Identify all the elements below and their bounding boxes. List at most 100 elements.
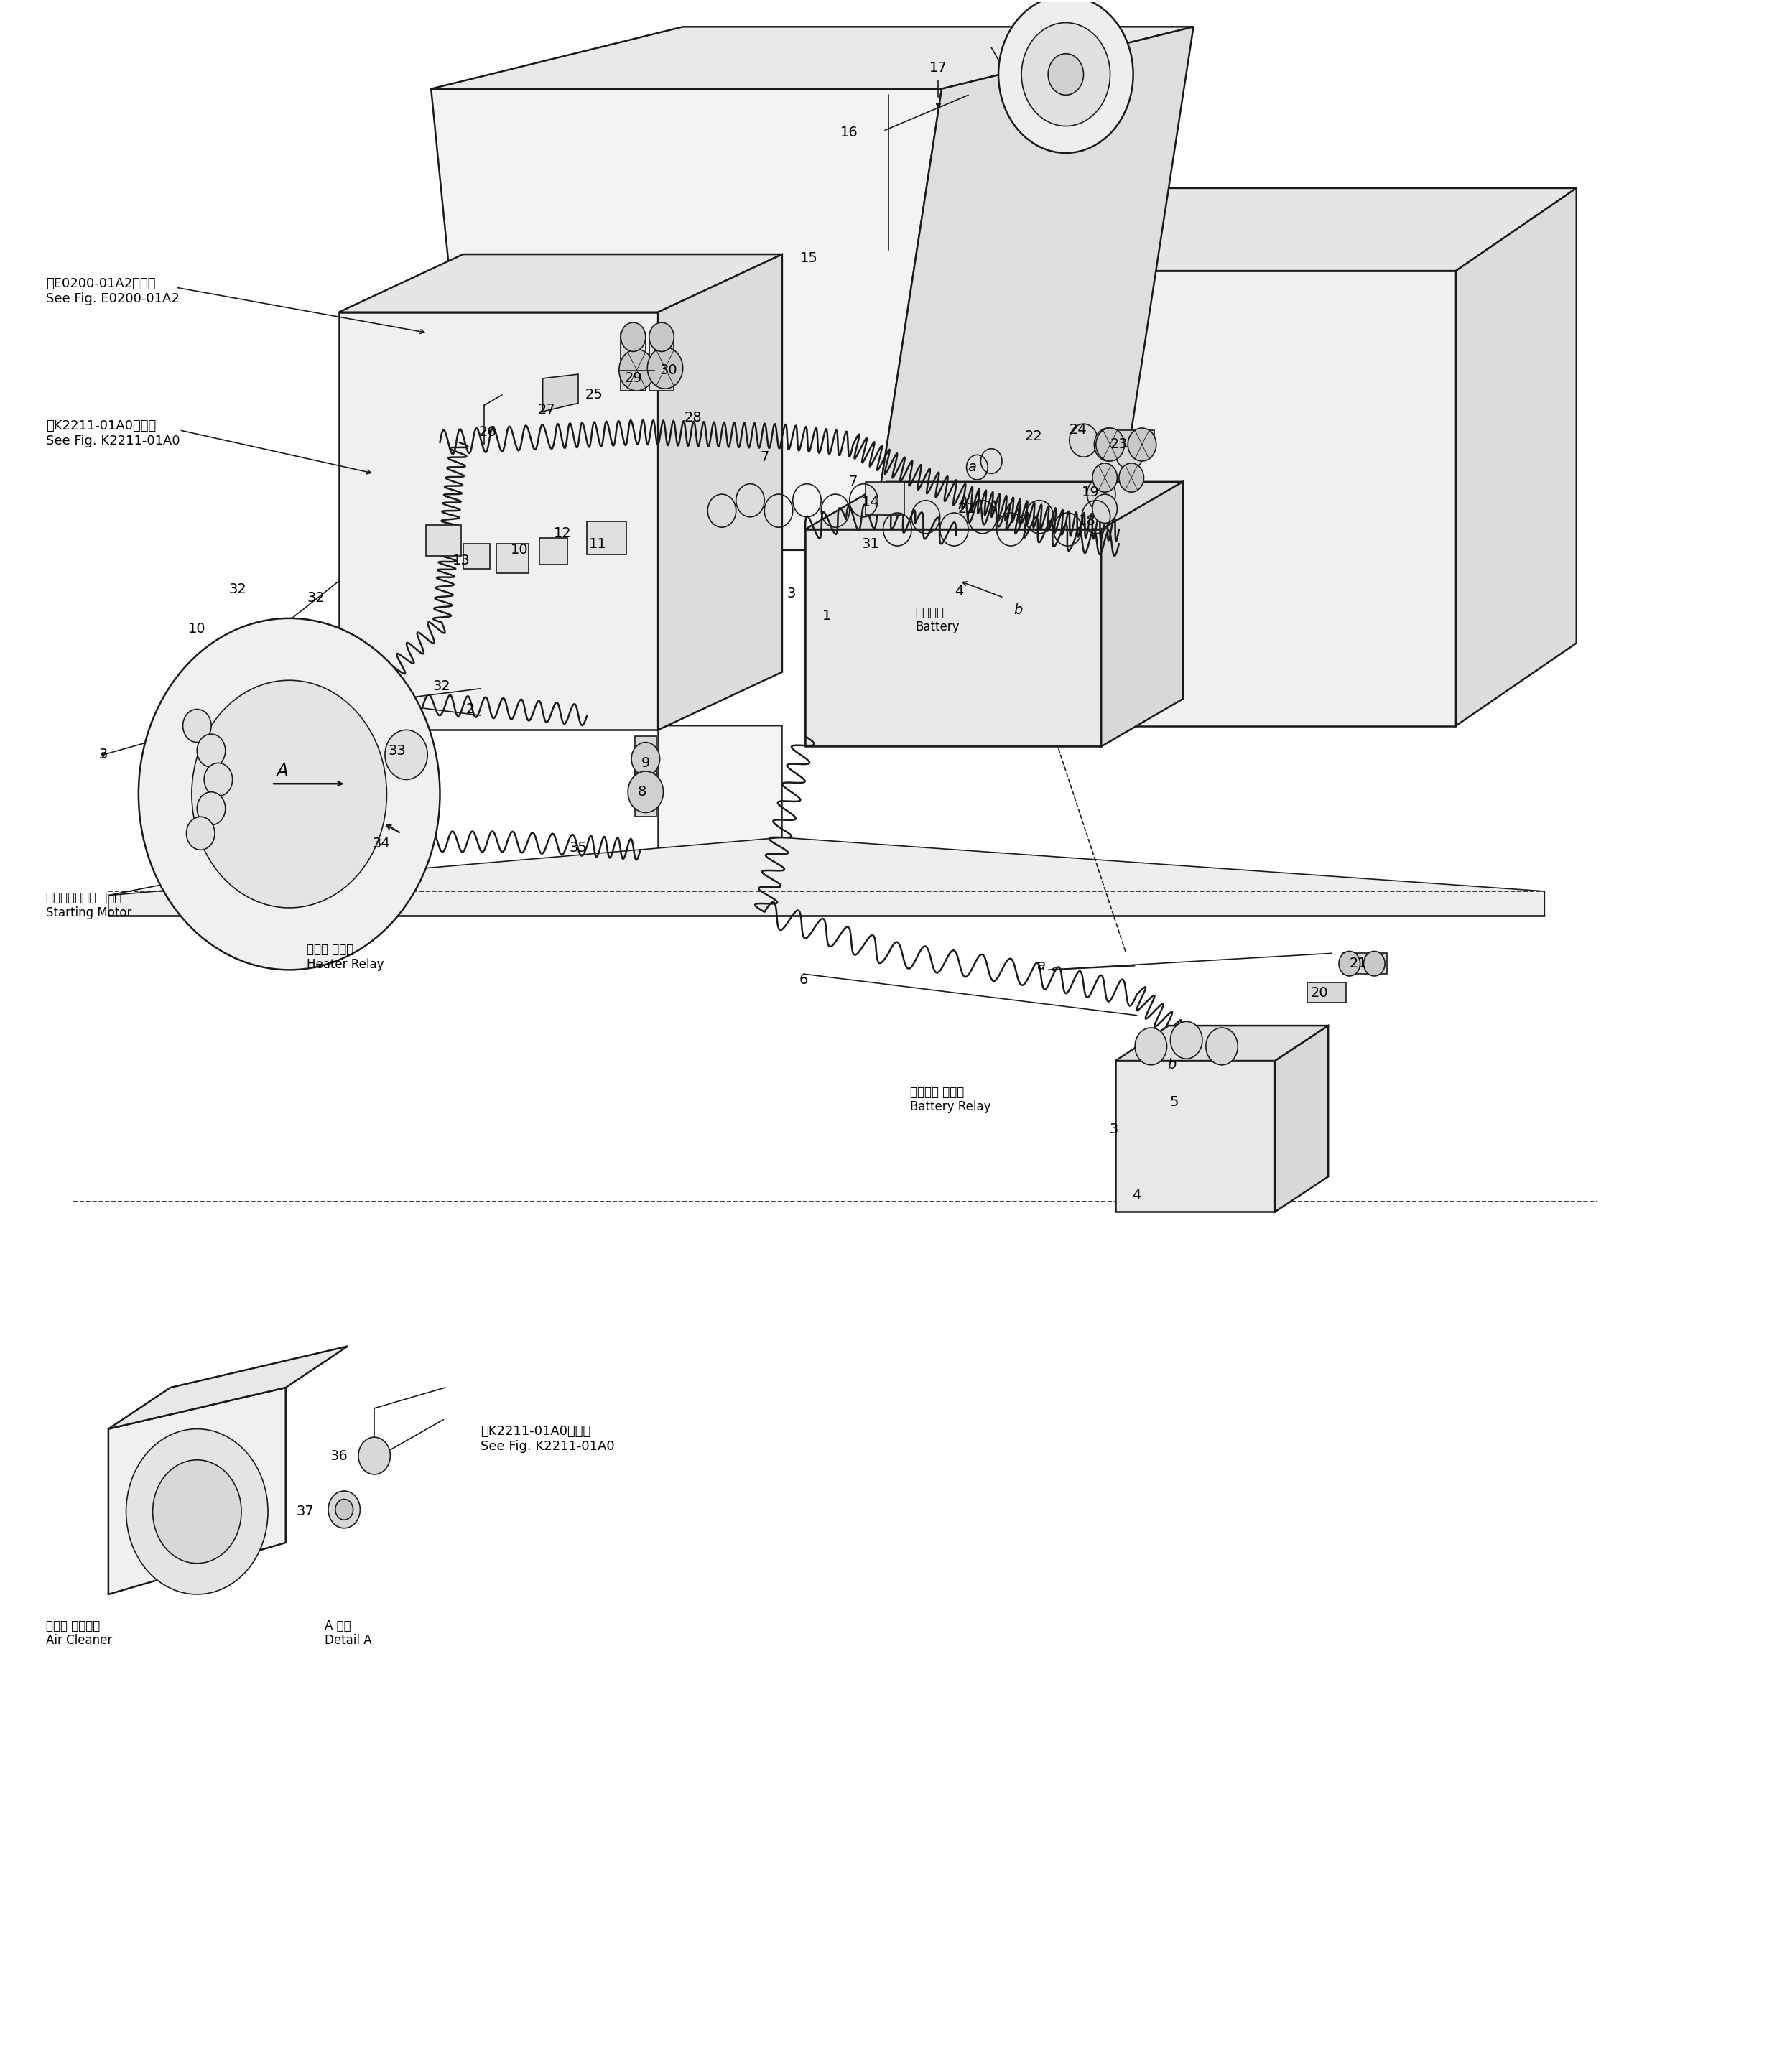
Bar <box>805 528 1102 746</box>
Text: a: a <box>1036 959 1045 972</box>
Text: 17: 17 <box>929 62 947 75</box>
Circle shape <box>139 617 441 970</box>
Text: 9: 9 <box>641 756 650 771</box>
Text: 第K2211-01A0図参照
See Fig. K2211-01A0: 第K2211-01A0図参照 See Fig. K2211-01A0 <box>46 421 181 448</box>
Text: 28: 28 <box>684 410 702 425</box>
Polygon shape <box>805 528 1102 746</box>
Bar <box>586 520 626 553</box>
Circle shape <box>631 742 659 775</box>
Bar <box>634 736 656 781</box>
Text: 11: 11 <box>588 537 606 551</box>
Circle shape <box>153 1461 242 1564</box>
Circle shape <box>1096 429 1125 462</box>
Circle shape <box>1070 425 1098 458</box>
Text: 20: 20 <box>1310 986 1327 999</box>
Text: 14: 14 <box>862 495 880 510</box>
Text: b: b <box>1013 603 1022 617</box>
Text: 32: 32 <box>434 680 451 694</box>
Bar <box>634 771 656 816</box>
Text: 7: 7 <box>761 450 769 464</box>
Text: A 詳細
Detail A: A 詳細 Detail A <box>325 1618 371 1647</box>
Polygon shape <box>108 837 1544 916</box>
Circle shape <box>647 348 682 390</box>
Text: 4: 4 <box>1132 1189 1141 1202</box>
Circle shape <box>1128 429 1157 462</box>
Text: 5: 5 <box>1169 1096 1178 1109</box>
Circle shape <box>1093 495 1118 522</box>
Text: 7: 7 <box>849 474 858 489</box>
Polygon shape <box>542 375 578 412</box>
Circle shape <box>183 709 211 742</box>
Polygon shape <box>339 313 657 729</box>
Circle shape <box>1048 54 1084 95</box>
Text: 33: 33 <box>389 744 407 758</box>
Bar <box>1306 982 1345 1003</box>
Text: 8: 8 <box>638 785 647 800</box>
Text: 2: 2 <box>466 702 474 717</box>
Text: 29: 29 <box>624 371 641 385</box>
Text: A: A <box>275 762 288 779</box>
Circle shape <box>618 350 654 392</box>
Text: 第E0200-01A2図参照
See Fig. E0200-01A2: 第E0200-01A2図参照 See Fig. E0200-01A2 <box>46 278 179 305</box>
Text: 第K2211-01A0図参照
See Fig. K2211-01A0: 第K2211-01A0図参照 See Fig. K2211-01A0 <box>482 1426 615 1452</box>
Text: a: a <box>967 460 976 474</box>
Polygon shape <box>432 27 1194 89</box>
Text: 10: 10 <box>510 543 528 557</box>
Bar <box>1112 431 1155 448</box>
Text: エアー クリーナ
Air Cleaner: エアー クリーナ Air Cleaner <box>46 1618 112 1647</box>
Circle shape <box>197 733 226 767</box>
Text: 22: 22 <box>1025 429 1043 443</box>
Circle shape <box>1338 951 1359 976</box>
Bar <box>538 537 567 564</box>
Circle shape <box>999 0 1134 153</box>
Polygon shape <box>339 255 782 313</box>
Circle shape <box>1171 1021 1203 1059</box>
Text: 3: 3 <box>1109 1123 1118 1135</box>
Polygon shape <box>108 1347 348 1430</box>
Polygon shape <box>1455 189 1576 725</box>
Circle shape <box>1116 437 1144 470</box>
Circle shape <box>1093 464 1118 493</box>
Circle shape <box>627 771 663 812</box>
Circle shape <box>620 323 645 352</box>
Circle shape <box>329 1492 361 1529</box>
Text: 34: 34 <box>373 837 391 850</box>
Text: 30: 30 <box>659 363 677 377</box>
Circle shape <box>1088 479 1116 510</box>
Text: 12: 12 <box>553 526 570 541</box>
Text: 16: 16 <box>841 126 858 139</box>
Circle shape <box>336 1500 354 1521</box>
Text: 18: 18 <box>1079 514 1096 528</box>
Text: 27: 27 <box>537 402 554 416</box>
Polygon shape <box>805 483 1183 528</box>
Text: 26: 26 <box>480 425 498 439</box>
Circle shape <box>649 323 673 352</box>
Text: 32: 32 <box>307 591 325 605</box>
Polygon shape <box>1116 1026 1327 1061</box>
Text: 25: 25 <box>585 387 602 402</box>
Bar <box>649 334 673 392</box>
Circle shape <box>187 816 215 850</box>
Circle shape <box>192 680 387 908</box>
Text: 4: 4 <box>954 584 963 599</box>
Polygon shape <box>871 271 1455 725</box>
Text: 31: 31 <box>862 537 880 551</box>
Polygon shape <box>108 725 782 895</box>
Text: スターティング モータ
Starting Motor: スターティング モータ Starting Motor <box>46 891 131 920</box>
Text: 3: 3 <box>787 586 796 601</box>
Text: バッテリ リレー
Battery Relay: バッテリ リレー Battery Relay <box>910 1086 990 1113</box>
Polygon shape <box>432 89 942 549</box>
Bar <box>865 483 904 514</box>
Text: 1: 1 <box>823 609 832 624</box>
Polygon shape <box>1116 1061 1276 1212</box>
Polygon shape <box>871 189 1576 271</box>
Circle shape <box>126 1430 268 1593</box>
Text: 22: 22 <box>958 501 976 516</box>
Text: 10: 10 <box>188 622 206 636</box>
Polygon shape <box>657 255 782 729</box>
Text: 13: 13 <box>453 553 471 568</box>
Text: 24: 24 <box>1070 423 1088 437</box>
Polygon shape <box>871 27 1194 549</box>
Circle shape <box>204 762 233 796</box>
Text: ヒータ リレー
Heater Relay: ヒータ リレー Heater Relay <box>307 943 384 972</box>
